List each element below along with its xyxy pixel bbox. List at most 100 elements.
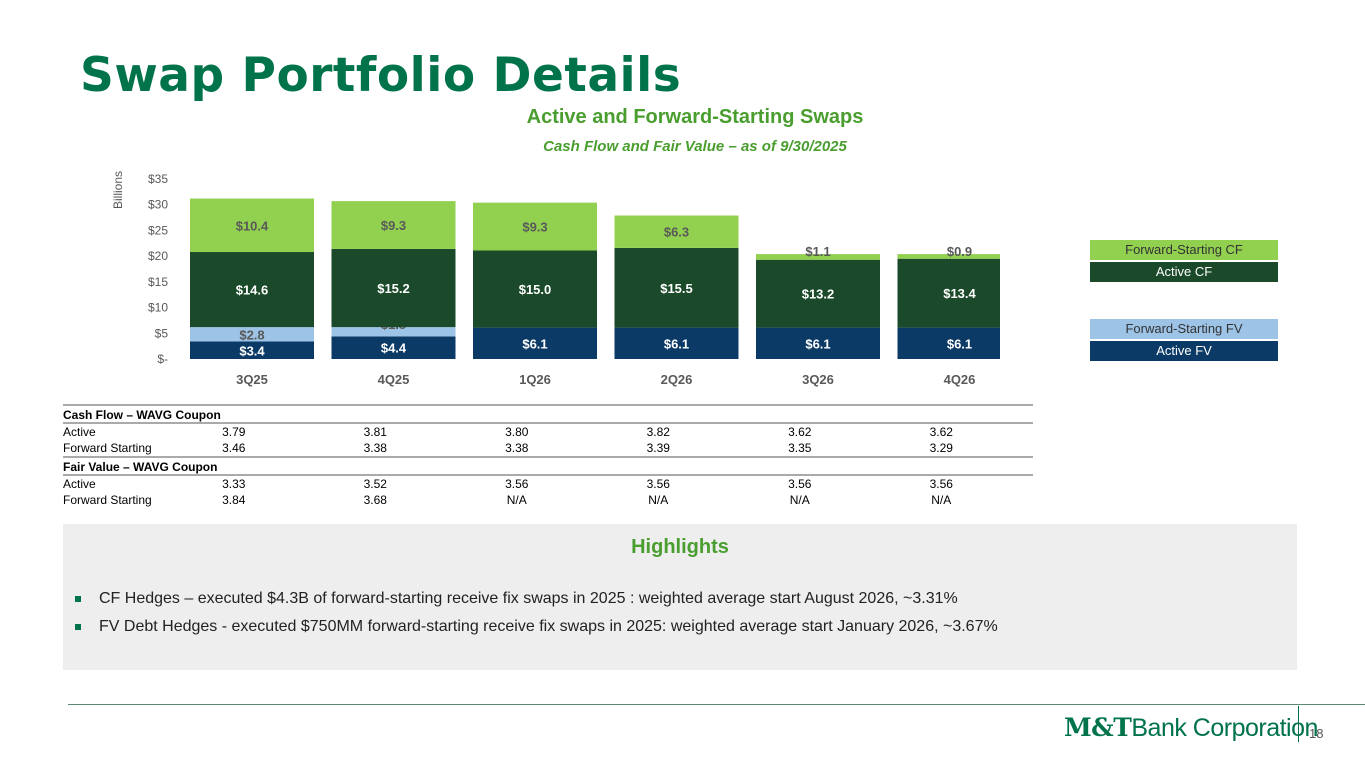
table-cell: 3.52 — [363, 477, 387, 491]
x-tick-label: 4Q26 — [944, 372, 976, 387]
y-tick-label: $20 — [148, 249, 168, 263]
data-label: $3.4 — [239, 343, 265, 358]
table-cell: 3.80 — [505, 425, 529, 439]
bar-active-cf — [473, 250, 597, 328]
highlight-bullet: CF Hedges – executed $4.3B of forward-st… — [75, 590, 958, 608]
bar-forward-starting-cf — [190, 198, 314, 253]
logo-mark: M&T — [1064, 713, 1132, 742]
y-tick-label: $5 — [155, 326, 169, 340]
data-label: $0.9 — [947, 244, 972, 259]
data-label: $6.1 — [664, 336, 689, 351]
bar-forward-starting-fv — [190, 327, 314, 342]
highlight-bullet: FV Debt Hedges - executed $750MM forward… — [75, 618, 998, 636]
highlight-text: FV Debt Hedges - executed $750MM forward… — [99, 618, 998, 635]
coupon-table: Cash Flow – WAVG Coupon Active 3.79 3.81 3.8… — [63, 404, 1033, 508]
bar-active-fv — [614, 327, 739, 359]
table-cell: 3.56 — [929, 477, 953, 491]
bar-active-fv — [897, 327, 1000, 359]
table-cell: 3.33 — [222, 477, 246, 491]
table-cell: N/A — [648, 493, 669, 507]
y-tick-label: $30 — [148, 198, 168, 212]
y-tick-label: $35 — [148, 172, 168, 186]
highlights-panel: Highlights CF Hedges – executed $4.3B of… — [63, 524, 1297, 670]
data-label: $10.4 — [236, 218, 269, 233]
data-label: $4.4 — [381, 341, 407, 356]
data-label: $6.1 — [805, 336, 830, 351]
row-label: Forward Starting — [63, 493, 152, 507]
company-logo: M&TBank Corporation — [1064, 713, 1318, 743]
data-label: $2.8 — [239, 327, 264, 342]
data-label: $6.3 — [664, 225, 689, 240]
data-label: $9.3 — [522, 220, 547, 235]
chart-subtitle: Cash Flow and Fair Value – as of 9/30/20… — [543, 138, 847, 155]
table-cell: 3.81 — [363, 425, 387, 439]
bar-forward-starting-cf — [473, 202, 597, 251]
data-label: $15.5 — [660, 281, 693, 296]
data-label: $6.1 — [522, 336, 547, 351]
bar-active-fv — [756, 327, 880, 359]
data-label: $15.2 — [377, 281, 410, 296]
table-cell: 3.56 — [646, 477, 670, 491]
table-section-title: Cash Flow – WAVG Coupon — [63, 404, 1033, 422]
table-cell: 3.56 — [788, 477, 812, 491]
y-tick-label: $- — [157, 352, 168, 366]
table-cell: 3.38 — [505, 441, 529, 455]
data-label: $15.0 — [519, 282, 552, 297]
row-label: Active — [63, 425, 96, 439]
bar-forward-starting-fv — [331, 327, 456, 337]
footer-separator — [1298, 706, 1299, 742]
table-row: Active 3.79 3.81 3.80 3.82 3.62 3.62 — [63, 422, 1033, 440]
bar-active-cf — [190, 252, 314, 328]
table-row: Forward Starting 3.84 3.68 N/A N/A N/A N/A — [63, 492, 1033, 508]
data-label: $1.1 — [805, 244, 830, 259]
legend-item-active-cf: Active CF — [1090, 262, 1278, 282]
bar-forward-starting-cf — [756, 254, 880, 260]
table-row: Active 3.33 3.52 3.56 3.56 3.56 3.56 — [63, 474, 1033, 492]
table-cell: N/A — [789, 493, 810, 507]
bar-active-cf — [897, 258, 1000, 328]
table-cell: 3.39 — [646, 441, 670, 455]
table-cell: 3.29 — [929, 441, 953, 455]
table-cell: N/A — [931, 493, 952, 507]
x-tick-label: 4Q25 — [378, 372, 410, 387]
bullet-square-icon — [75, 596, 81, 602]
y-axis-label: Billions — [111, 171, 125, 209]
chart-title: Active and Forward-Starting Swaps — [526, 106, 864, 128]
table-cell: 3.68 — [363, 493, 387, 507]
data-label: $9.3 — [381, 218, 406, 233]
stacked-bar-chart: Billions $- $5 $10 $15 $20 $25 $30 $35 $3.4$2.8 $1… — [111, 171, 1000, 387]
table-cell: 3.82 — [646, 425, 670, 439]
bar-active-fv — [331, 336, 456, 359]
legend-item-forward-starting-fv: Forward-Starting FV — [1090, 319, 1278, 339]
page-title: Swap Portfolio Details — [80, 48, 682, 103]
row-label: Forward Starting — [63, 441, 152, 455]
table-cell: N/A — [506, 493, 527, 507]
table-section-title: Fair Value – WAVG Coupon — [63, 456, 1033, 474]
y-tick-label: $25 — [148, 223, 168, 237]
bullet-square-icon — [75, 624, 81, 630]
bar-active-cf — [331, 248, 456, 328]
bar-forward-starting-cf — [897, 254, 1000, 259]
bar-active-fv — [473, 327, 597, 359]
bar-forward-starting-cf — [331, 201, 456, 249]
footer-divider — [68, 704, 1365, 705]
bar-active-cf — [614, 247, 739, 328]
bar-active-fv — [190, 341, 314, 359]
data-label: $14.6 — [236, 283, 269, 298]
data-label: $13.4 — [943, 286, 976, 301]
page-number: 18 — [1309, 726, 1324, 741]
data-label: $13.2 — [802, 287, 835, 302]
highlight-text: CF Hedges – executed $4.3B of forward-st… — [99, 590, 958, 607]
highlights-title: Highlights — [631, 536, 729, 558]
table-cell: 3.46 — [222, 441, 246, 455]
legend-item-forward-starting-cf: Forward-Starting CF — [1090, 240, 1278, 260]
x-tick-label: 1Q26 — [519, 372, 551, 387]
table-cell: 3.84 — [222, 493, 246, 507]
bar-active-cf — [756, 259, 880, 328]
x-tick-label: 2Q26 — [661, 372, 693, 387]
table-row: Forward Starting 3.46 3.38 3.38 3.39 3.35 3.29 — [63, 440, 1033, 456]
x-tick-label: 3Q25 — [236, 372, 268, 387]
y-tick-label: $10 — [148, 301, 168, 315]
x-tick-label: 3Q26 — [802, 372, 834, 387]
data-label: $6.1 — [947, 336, 972, 351]
